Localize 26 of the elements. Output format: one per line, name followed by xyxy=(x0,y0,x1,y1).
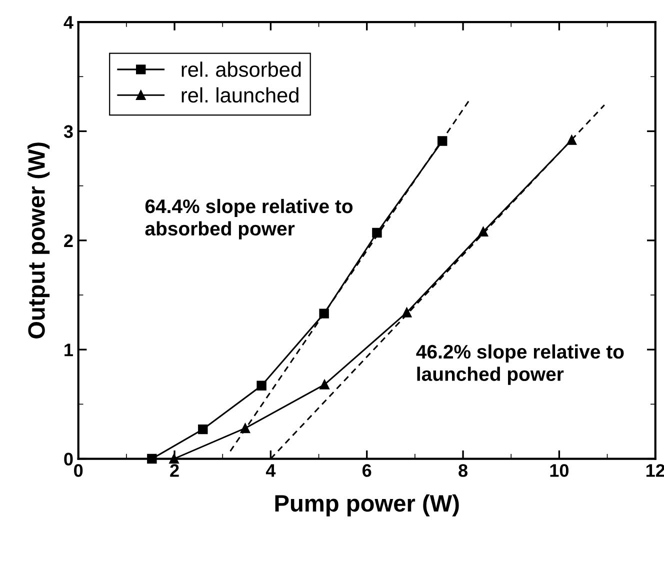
point xyxy=(566,135,577,145)
x-tick-label: 8 xyxy=(458,464,468,477)
y-tick-label: 1 xyxy=(64,344,73,356)
legend-label: rel. launched xyxy=(182,87,298,103)
y-axis-title: Output power (W) xyxy=(28,142,50,338)
annotation: 64.4% slope relative to absorbed power xyxy=(145,198,353,240)
x-tick-label: 6 xyxy=(362,464,372,477)
annotation: 46.2% slope relative to launched power xyxy=(416,344,624,385)
point xyxy=(256,380,266,390)
point xyxy=(478,226,488,237)
point xyxy=(372,228,382,238)
y-tick-label: 2 xyxy=(64,234,73,247)
y-tick-label: 3 xyxy=(64,125,73,138)
x-tick-label: 10 xyxy=(550,464,568,477)
x-tick-label: 2 xyxy=(170,464,179,477)
y-tick-label: 4 xyxy=(64,16,74,29)
point xyxy=(320,380,330,390)
point xyxy=(402,308,412,318)
y-tick-label: 0 xyxy=(64,452,73,466)
x-tick-label: 0 xyxy=(74,464,83,477)
x-tick-label: 4 xyxy=(266,464,276,477)
point xyxy=(319,308,329,318)
legend-label: rel. absorbed xyxy=(182,62,301,77)
point xyxy=(198,424,208,434)
x-axis-title: Pump power (W) xyxy=(275,494,459,516)
point xyxy=(437,136,448,146)
